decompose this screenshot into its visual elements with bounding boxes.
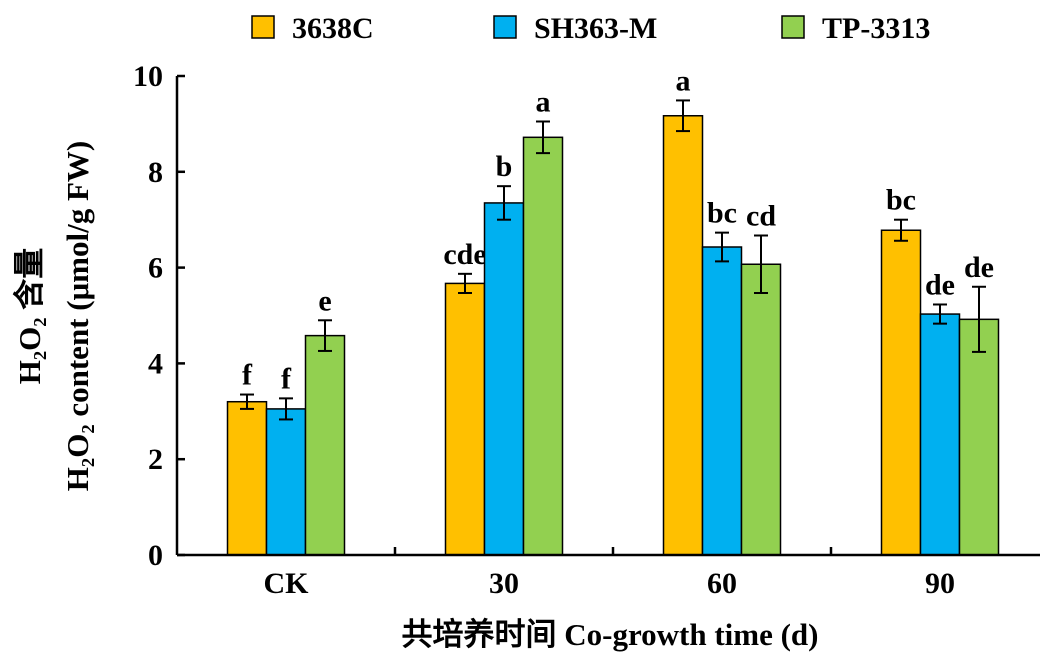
y-tick-label-5: 10 — [133, 60, 163, 93]
bar-TP-3313-60 — [740, 263, 782, 556]
bar-SH363-M-CK — [265, 408, 307, 556]
legend-label-SH363-M: SH363-M — [534, 12, 657, 45]
sig-letter-TP-3313-60: cd — [746, 200, 776, 233]
y-axis-title-line2: H₂O₂ content (μmol/g FW) — [60, 141, 95, 491]
y-tick-label-4: 8 — [148, 156, 163, 189]
y-axis-title-line1: H₂O₂ 含量 — [12, 248, 47, 385]
x-tick-label-0: CK — [264, 567, 310, 600]
sig-letter-SH363-M-90: de — [925, 268, 955, 301]
bar-3638C-90 — [880, 229, 922, 556]
bar-3638C-60 — [662, 115, 704, 556]
sig-letter-3638C-90: bc — [886, 184, 916, 217]
sig-letter-SH363-M-60: bc — [707, 197, 737, 230]
legend: 3638C SH363-M TP-3313 — [251, 12, 930, 45]
legend-label-TP-3313: TP-3313 — [822, 12, 930, 45]
sig-letter-3638C-30: cde — [443, 238, 486, 271]
x-axis-title: 共培养时间 Co-growth time (d) — [401, 617, 818, 652]
legend-label-3638C: 3638C — [292, 12, 374, 45]
axes: 0 2 4 6 8 10 CK 30 60 90 — [133, 60, 1040, 600]
legend-swatch-SH363-M — [493, 15, 517, 39]
bar-TP-3313-30 — [522, 136, 564, 556]
bar-SH363-M-30 — [483, 202, 525, 556]
x-tick-label-3: 90 — [925, 567, 955, 600]
x-tick-label-2: 60 — [707, 567, 737, 600]
y-tick-label-3: 6 — [148, 252, 163, 285]
sig-letter-TP-3313-90: de — [964, 251, 994, 284]
bar-TP-3313-90 — [958, 318, 1000, 556]
sig-letter-TP-3313-CK: e — [318, 284, 331, 317]
legend-swatch-TP-3313 — [781, 15, 805, 39]
bar-3638C-30 — [444, 282, 486, 556]
bar-TP-3313-CK — [304, 334, 346, 556]
legend-swatch-3638C — [251, 15, 275, 39]
x-tick-label-1: 30 — [489, 567, 519, 600]
y-tick-label-1: 2 — [148, 443, 163, 476]
sig-letter-3638C-CK: f — [242, 359, 253, 392]
sig-letter-3638C-60: a — [676, 64, 691, 97]
bar-3638C-CK — [226, 400, 268, 556]
y-tick-label-0: 0 — [148, 539, 163, 572]
y-tick-label-2: 4 — [148, 347, 163, 380]
sig-letter-SH363-M-30: b — [496, 150, 513, 183]
sig-letter-TP-3313-30: a — [536, 86, 551, 119]
bar-SH363-M-90 — [919, 313, 961, 556]
bar-SH363-M-60 — [701, 246, 743, 556]
sig-letter-SH363-M-CK: f — [281, 362, 292, 395]
